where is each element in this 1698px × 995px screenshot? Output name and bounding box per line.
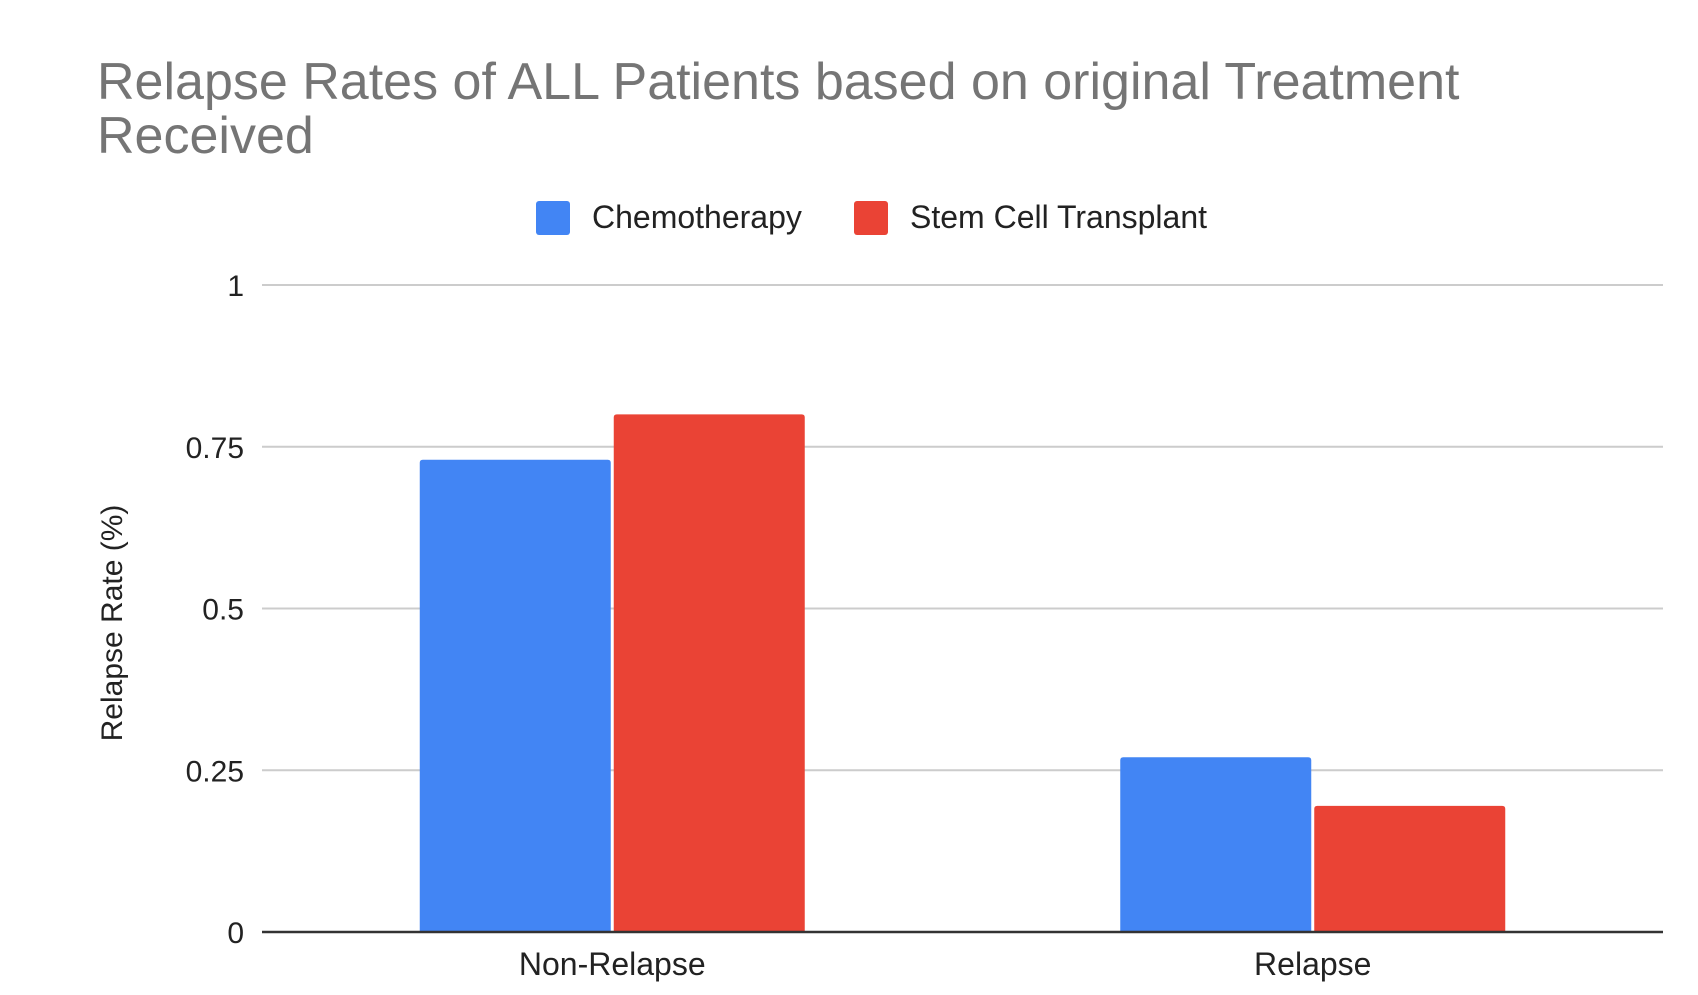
y-tick-label: 0.25 (186, 755, 244, 788)
x-tick-label: Non-Relapse (519, 946, 706, 982)
y-tick-label: 0.5 (202, 594, 244, 627)
y-tick-label: 1 (227, 270, 244, 303)
legend: Chemotherapy Stem Cell Transplant (536, 199, 1207, 235)
y-tick-label: 0.75 (186, 432, 244, 465)
y-axis-label: Relapse Rate (%) (96, 505, 129, 742)
bar-chemotherapy-relapse (1120, 757, 1312, 932)
x-tick-label: Relapse (1254, 946, 1371, 982)
chart-title-line-2: Received (97, 107, 314, 165)
legend-swatch-chemotherapy (536, 201, 570, 235)
bar-chemotherapy-non-relapse (419, 459, 611, 932)
legend-swatch-stem-cell-transplant (854, 201, 888, 235)
bar-stem-cell-transplant-relapse (1314, 805, 1506, 932)
bars (419, 414, 1506, 932)
legend-label-chemotherapy: Chemotherapy (592, 199, 802, 235)
x-axis-ticks: Non-Relapse Relapse (519, 946, 1372, 982)
chart-title-line-1: Relapse Rates of ALL Patients based on o… (97, 53, 1460, 111)
legend-label-stem-cell-transplant: Stem Cell Transplant (910, 199, 1207, 235)
y-axis-ticks: 0 0.25 0.5 0.75 1 (186, 270, 244, 950)
bar-stem-cell-transplant-non-relapse (613, 414, 805, 932)
y-tick-label: 0 (227, 917, 244, 950)
